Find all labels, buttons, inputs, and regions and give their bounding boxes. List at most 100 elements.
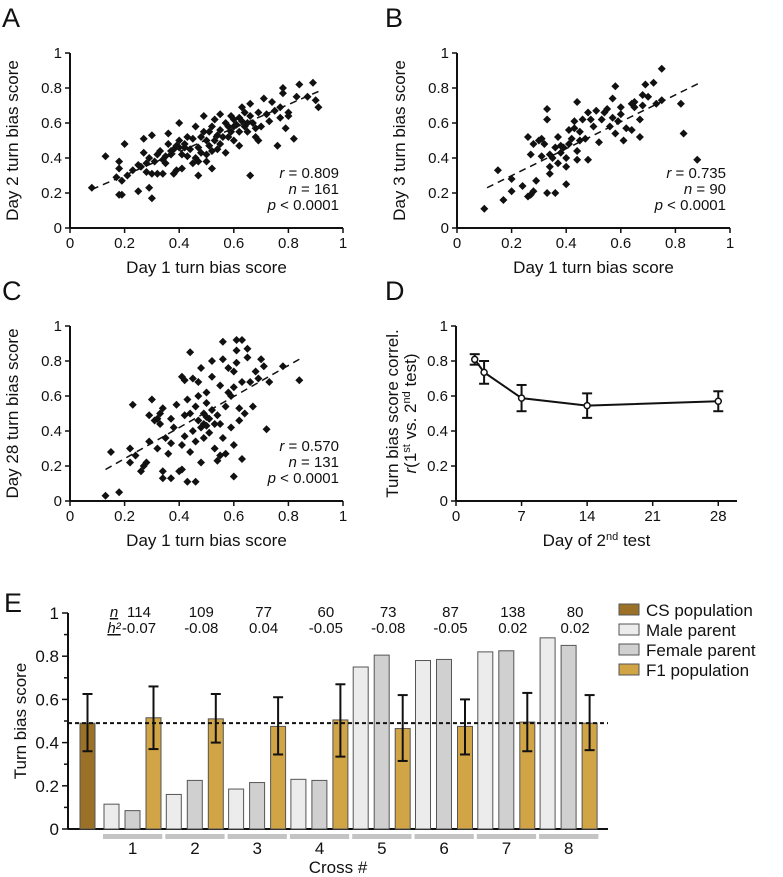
data-point xyxy=(240,409,249,418)
group-underline xyxy=(227,834,287,839)
data-point xyxy=(518,182,527,190)
x-tick-label: 0 xyxy=(453,235,461,252)
x-tick-label: 0 xyxy=(66,508,74,525)
data-point xyxy=(224,364,233,372)
n-value: 114 xyxy=(127,604,151,621)
x-tick-label: 1 xyxy=(339,508,347,525)
x-tick-label: 3 xyxy=(253,839,262,858)
bar-male-parent xyxy=(228,788,245,830)
data-point xyxy=(194,392,203,400)
data-point xyxy=(167,474,176,483)
y-tick-label: 0.2 xyxy=(35,777,59,796)
data-point xyxy=(635,133,644,141)
h2-value: 0.02 xyxy=(498,620,527,637)
data-point xyxy=(175,143,184,152)
y-tick-label: 0.2 xyxy=(41,185,62,202)
data-point xyxy=(570,117,579,126)
regression-line xyxy=(486,82,701,189)
data-point xyxy=(156,147,165,155)
legend-swatch xyxy=(618,643,640,656)
data-point xyxy=(295,80,304,89)
data-point xyxy=(186,348,195,357)
stat-n: n = 90 xyxy=(684,181,726,198)
data-point xyxy=(183,477,192,486)
data-point xyxy=(257,355,266,364)
data-point xyxy=(237,378,246,386)
data-point xyxy=(679,129,688,138)
data-point xyxy=(199,112,208,120)
data-point xyxy=(657,64,666,73)
panel-label-c: C xyxy=(2,276,22,306)
data-point xyxy=(616,103,625,112)
y-tick-label: 0.6 xyxy=(41,115,62,132)
regression-line xyxy=(91,90,319,191)
data-point xyxy=(251,133,260,141)
y-axis-label-line1: Turn bias score correl. xyxy=(383,329,402,497)
data-point xyxy=(229,472,238,481)
data-point xyxy=(126,458,135,467)
panel-c-scatter: 0 0.2 0.4 0.6 0.8 1 0 0.2 0.4 0.6 0.8 1 Day 1 turn b… xyxy=(3,318,347,550)
data-point xyxy=(167,414,176,423)
bar-male-parent xyxy=(165,793,182,830)
data-point xyxy=(169,423,178,432)
data-point xyxy=(218,434,227,442)
data-point xyxy=(644,92,653,101)
x-tick-label: 0.6 xyxy=(223,235,244,252)
x-tick-label: 5 xyxy=(377,839,386,858)
data-point xyxy=(134,187,143,196)
data-point xyxy=(295,376,304,385)
data-point xyxy=(262,110,271,119)
data-point xyxy=(314,103,323,112)
data-point xyxy=(289,134,298,143)
x-tick-label: 0.6 xyxy=(610,235,631,252)
data-point xyxy=(537,152,546,161)
panel-label-d: D xyxy=(385,276,405,306)
y-tick-label: 0.6 xyxy=(41,388,62,405)
y-tick-label: 0.4 xyxy=(427,423,448,440)
y-tick-label: 0.4 xyxy=(35,734,59,753)
data-point xyxy=(172,400,181,409)
data-point xyxy=(147,194,156,203)
y-tick-label: 0.6 xyxy=(428,115,449,132)
y-axis-label: Turn bias score xyxy=(11,663,30,780)
data-point xyxy=(115,190,124,199)
x-tick-label: 1 xyxy=(339,235,347,252)
data-point xyxy=(194,378,203,386)
data-point xyxy=(191,122,200,131)
data-point xyxy=(115,488,124,497)
data-point xyxy=(216,126,225,134)
data-point xyxy=(268,98,277,106)
data-point xyxy=(235,416,244,425)
data-point xyxy=(210,115,219,124)
x-tick-label: 0.4 xyxy=(169,508,190,525)
data-point xyxy=(548,154,557,162)
data-point xyxy=(202,421,211,430)
data-point xyxy=(216,140,225,148)
data-point xyxy=(532,176,541,185)
data-point xyxy=(584,108,593,117)
data-point xyxy=(480,204,489,213)
data-point xyxy=(630,98,639,106)
data-point xyxy=(259,362,268,371)
x-tick-label: 0.2 xyxy=(114,235,135,252)
panel-a-scatter: 0 0.2 0.4 0.6 0.8 1 0 0.2 0.4 0.6 0.8 1 Day 1 turn b… xyxy=(3,45,347,277)
data-point xyxy=(278,89,287,98)
data-point xyxy=(311,96,320,105)
data-point xyxy=(246,171,255,180)
data-point xyxy=(221,402,230,411)
data-point xyxy=(218,355,227,364)
data-point xyxy=(611,82,620,91)
data-point xyxy=(243,353,252,362)
data-point xyxy=(630,103,639,112)
data-point xyxy=(262,425,271,434)
y-tick-label: 1 xyxy=(54,318,62,335)
y-tick-label: 0 xyxy=(440,493,448,510)
data-point xyxy=(278,84,287,92)
bar-female-parent xyxy=(498,650,515,830)
y-tick-label: 0.2 xyxy=(41,458,62,475)
data-point xyxy=(543,115,552,124)
data-point xyxy=(276,113,285,122)
data-point xyxy=(164,140,173,148)
data-point xyxy=(175,119,184,127)
stat-p: p < 0.0001 xyxy=(654,197,726,214)
